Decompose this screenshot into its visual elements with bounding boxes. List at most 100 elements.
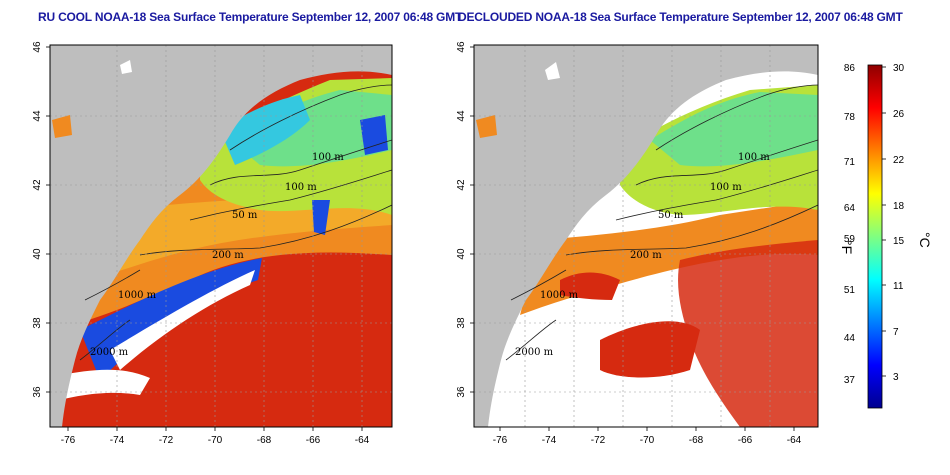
fahrenheit-unit: °F — [839, 240, 855, 254]
colorbar-f-tick-label: 59 — [844, 234, 856, 245]
right-contour-200a — [615, 169, 818, 221]
lon-tick-label: -74 — [542, 435, 557, 446]
colorbar-f-tick-label: 71 — [844, 157, 856, 168]
right-warm-patch-c — [560, 272, 620, 300]
lon-tick-label: -68 — [689, 435, 704, 446]
colorbar-f-tick-label: 37 — [844, 375, 856, 386]
lon-tick-label: -66 — [738, 435, 753, 446]
lon-tick-label: -76 — [493, 435, 508, 446]
lon-tick-label: -66 — [306, 435, 321, 446]
left-map-frame — [49, 44, 393, 428]
right-contour-label-100a: 100 m — [738, 152, 770, 163]
right-inland-lake — [476, 115, 497, 138]
right-contour-2000 — [505, 319, 557, 361]
colorbar-c-tick-label: 11 — [893, 281, 904, 292]
lon-tick-label: -64 — [787, 435, 802, 446]
left-gridlines — [50, 45, 392, 427]
colorbar-f-tick-label: 78 — [844, 112, 856, 123]
right-contour-100 — [635, 139, 818, 186]
colorbar-fahrenheit-ticks: 86 78 71 64 59 51 44 37 — [844, 63, 856, 386]
colorbar-c-tick-label: 18 — [893, 201, 905, 212]
right-contour-label-2000: 2000 m — [515, 347, 554, 358]
colorbar-f-tick-label: 44 — [844, 333, 856, 344]
colorbar-f-tick-label: 64 — [844, 203, 856, 214]
lon-tick-label: -68 — [257, 435, 272, 446]
lat-tick-label: 44 — [32, 110, 43, 122]
right-contour-1000 — [510, 269, 567, 301]
left-contour-label-200: 200 m — [212, 250, 244, 261]
lon-tick-label: -70 — [208, 435, 223, 446]
right-land — [474, 45, 818, 427]
lat-tick-label: 40 — [456, 248, 467, 260]
colorbar-celsius-ticks: 30 26 22 18 15 11 7 3 — [882, 63, 905, 383]
lat-tick-label: 46 — [32, 41, 43, 53]
left-inland-lake — [52, 115, 72, 138]
colorbar — [867, 64, 883, 409]
colorbar-c-tick-label: 30 — [893, 63, 905, 74]
lat-tick-label: 44 — [456, 110, 467, 122]
celsius-unit: °C — [917, 232, 933, 248]
left-blue-eddy — [312, 200, 330, 235]
right-contour-label-100b: 100 m — [710, 182, 742, 193]
lon-tick-label: -64 — [355, 435, 370, 446]
colorbar-c-tick-label: 26 — [893, 109, 905, 120]
lat-tick-label: 36 — [32, 386, 43, 398]
left-map-panel — [50, 45, 392, 427]
right-warm-patch-b — [600, 321, 700, 378]
lon-tick-label: -74 — [110, 435, 125, 446]
left-contour-label-2000: 2000 m — [90, 347, 129, 358]
left-contour-50 — [229, 84, 392, 151]
colorbar-f-tick-label: 51 — [844, 285, 856, 296]
right-panel-title: DECLOUDED NOAA-18 Sea Surface Temperatur… — [458, 10, 903, 24]
right-contour-label-200: 200 m — [630, 250, 662, 261]
lat-tick-label: 46 — [456, 41, 467, 53]
colorbar-c-tick-label: 3 — [893, 372, 899, 383]
lon-tick-label: -72 — [591, 435, 606, 446]
lat-tick-label: 42 — [32, 179, 43, 191]
lat-tick-label: 40 — [32, 248, 43, 260]
lon-tick-label: -72 — [159, 435, 174, 446]
left-contour-100 — [209, 139, 392, 186]
right-contour-labels: 100 m 100 m 50 m 200 m 1000 m 2000 m — [515, 152, 770, 358]
right-contour-label-50: 50 m — [658, 210, 684, 221]
left-contour-label-50: 50 m — [232, 210, 258, 221]
left-land-cloud — [120, 60, 132, 74]
right-contour-50 — [655, 84, 818, 151]
right-lon-ticks: -76 -74 -72 -70 -68 -66 -64 — [493, 427, 802, 446]
left-panel-title: RU COOL NOAA-18 Sea Surface Temperature … — [38, 10, 463, 24]
left-cloud-patch-south — [60, 369, 150, 400]
colorbar-f-tick-label: 86 — [844, 63, 856, 74]
left-blue-scotian — [360, 115, 388, 155]
right-map-frame — [473, 44, 819, 428]
lat-tick-label: 36 — [456, 386, 467, 398]
right-gridlines — [474, 45, 818, 427]
left-cloud-streak — [110, 270, 255, 370]
right-lat-ticks: 46 44 42 40 38 36 — [456, 41, 474, 398]
left-contour-label-100a: 100 m — [312, 152, 344, 163]
lon-tick-label: -70 — [640, 435, 655, 446]
lat-tick-label: 38 — [456, 317, 467, 329]
left-contour-label-1000: 1000 m — [118, 290, 157, 301]
right-warm-patches — [678, 240, 818, 427]
left-contour-200a — [189, 169, 392, 221]
left-contour-labels: 100 m 100 m 50 m 200 m 1000 m 2000 m — [90, 152, 344, 358]
colorbar-c-tick-label: 7 — [893, 327, 899, 338]
left-lat-ticks: 46 44 42 40 38 36 — [32, 41, 50, 398]
right-map-panel — [474, 45, 818, 427]
left-cyan-patch — [220, 95, 310, 165]
left-land — [50, 45, 392, 427]
colorbar-c-tick-label: 15 — [893, 236, 905, 247]
left-contour-1000 — [84, 269, 141, 301]
colorbar-c-tick-label: 22 — [893, 155, 905, 166]
right-land-cloud — [545, 62, 560, 80]
left-contour-200b — [139, 204, 392, 256]
left-lon-ticks: -76 -74 -72 -70 -68 -66 -64 — [61, 427, 370, 446]
right-contour-200b — [565, 204, 818, 256]
lat-tick-label: 42 — [456, 179, 467, 191]
lat-tick-label: 38 — [32, 317, 43, 329]
right-shelf-green — [650, 92, 818, 167]
lon-tick-label: -76 — [61, 435, 76, 446]
right-contour-label-1000: 1000 m — [540, 290, 579, 301]
left-contour-label-100b: 100 m — [285, 182, 317, 193]
